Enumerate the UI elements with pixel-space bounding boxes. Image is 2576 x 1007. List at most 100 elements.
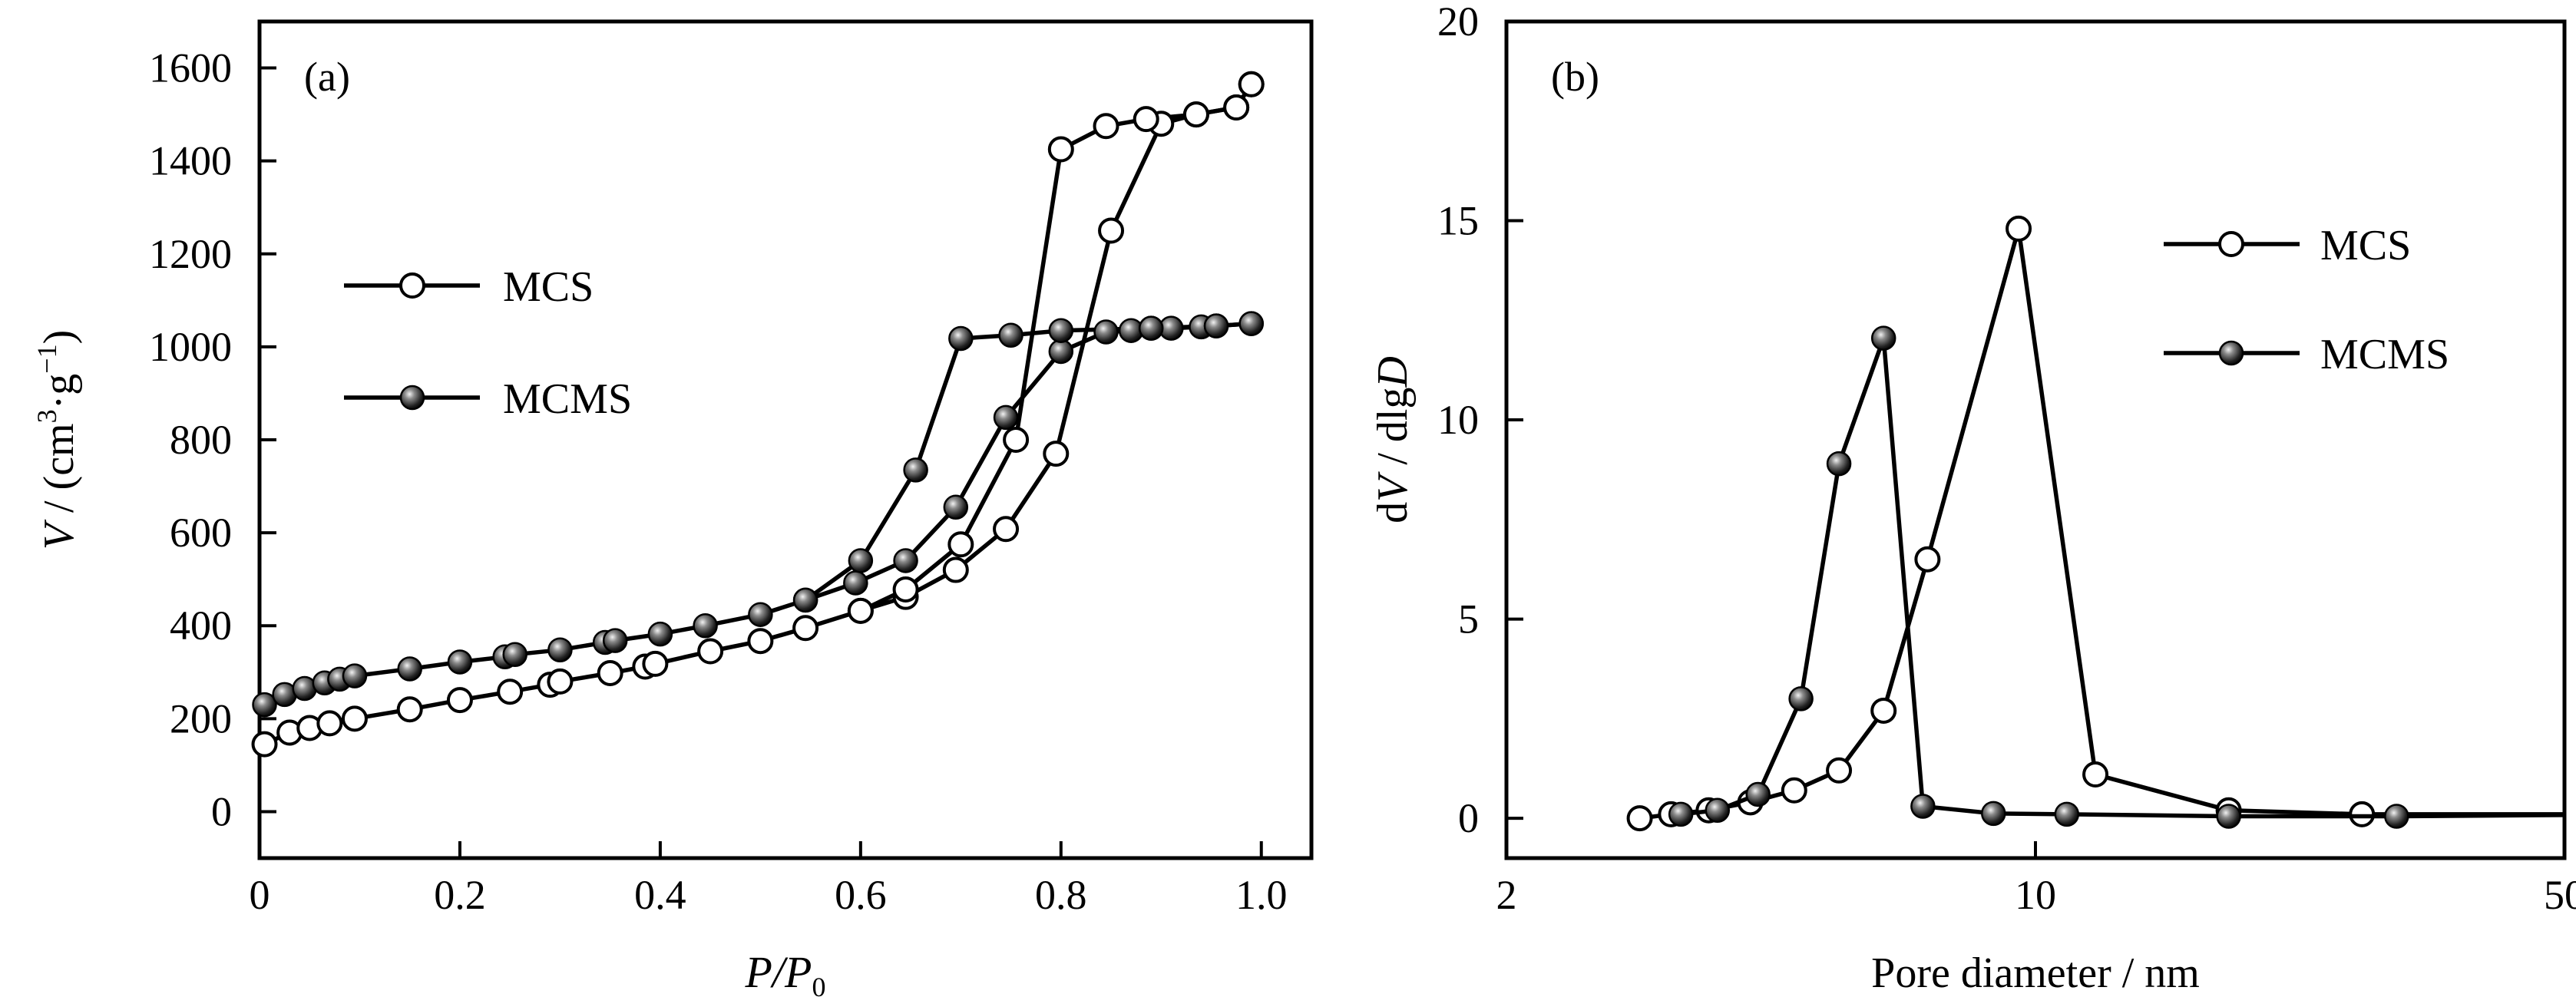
data-point [602, 628, 628, 653]
plot-frame-b [1504, 19, 2567, 860]
data-point [948, 325, 974, 352]
legend-label: MCS [503, 263, 594, 311]
x-tick-label-a: 0.6 [835, 872, 887, 918]
data-point [647, 621, 673, 647]
data-point [1098, 217, 1125, 244]
series-a-mcms [252, 311, 1264, 718]
data-point [497, 678, 524, 705]
data-point [1870, 325, 1896, 351]
data-point [1133, 106, 1159, 133]
data-point [1826, 451, 1852, 477]
data-point [1981, 801, 2006, 827]
distribution-line [1639, 226, 2564, 820]
legend-label: MCMS [2320, 331, 2449, 378]
legend-item-a: MCMS [344, 375, 632, 423]
data-point [903, 457, 928, 483]
panel-label-a: (a) [304, 54, 350, 100]
data-point [693, 612, 718, 639]
legend-item-a: MCS [344, 263, 594, 311]
x-tick-label-b: 10 [2015, 872, 2056, 918]
data-point [1626, 805, 1653, 832]
data-point [1138, 315, 1164, 341]
data-point [1182, 101, 1209, 128]
legend-marker [399, 272, 425, 299]
legend-item-b: MCMS [2164, 331, 2449, 378]
x-axis-label-b: Pore diameter / nm [1871, 949, 2200, 997]
data-point [1781, 777, 1807, 804]
data-point [251, 731, 278, 758]
data-point [1788, 686, 1814, 712]
data-point [1745, 781, 1771, 807]
data-point [2384, 804, 2409, 829]
data-point [1093, 113, 1119, 140]
data-point [1047, 136, 1074, 163]
x-tick-label-a: 0.4 [634, 872, 686, 918]
desorption-line [859, 83, 1254, 613]
series-b-mcs [1626, 215, 2564, 832]
data-point [1093, 319, 1119, 345]
data-point [792, 615, 819, 642]
data-point [792, 587, 818, 613]
data-point [748, 602, 773, 627]
y-tick-label-b: 15 [1437, 198, 1479, 244]
data-point [2006, 215, 2032, 242]
x-tick-label-a: 0 [250, 872, 270, 918]
chart-panel-b: 2 10 50 0 5 10 15 20 (b) Pore diameter / nm dV / d… [1369, 0, 2576, 997]
legend-marker [399, 385, 425, 411]
y-tick-label-a: 800 [170, 417, 232, 463]
y-tick-label-a: 200 [170, 695, 232, 741]
data-point [847, 597, 874, 624]
data-point [1043, 441, 1070, 467]
data-point [341, 705, 368, 732]
y-tick-label-b: 0 [1458, 795, 1479, 841]
data-point [396, 696, 423, 723]
data-point [642, 650, 669, 677]
legend-marker [2218, 231, 2244, 257]
distribution-line [1680, 335, 2565, 819]
data-point [1705, 797, 1731, 823]
data-point [1668, 801, 1694, 827]
data-point [342, 663, 368, 688]
x-tick-label-b: 2 [1496, 872, 1517, 918]
panel-label-b: (b) [1551, 54, 1599, 100]
y-axis-label-a: V / (cm3·g−1) [31, 330, 83, 550]
data-point [1238, 71, 1265, 97]
data-point [1238, 311, 1264, 336]
y-tick-label-a: 1600 [149, 45, 232, 91]
data-point [848, 548, 874, 573]
data-point [1910, 794, 1936, 819]
y-tick-label-a: 1400 [149, 138, 232, 184]
data-point [942, 556, 969, 583]
data-point [2054, 801, 2080, 827]
data-point [597, 659, 623, 686]
legend-label: MCMS [503, 375, 632, 423]
y-tick-label-a: 400 [170, 603, 232, 649]
legend-b: MCS MCMS [2164, 222, 2449, 378]
data-point [947, 531, 974, 558]
series-a-mcs [251, 71, 1265, 758]
data-point [316, 710, 343, 737]
data-point [547, 668, 574, 695]
data-point [747, 628, 774, 655]
plot-frame-a [257, 19, 1314, 860]
data-point [2216, 804, 2241, 829]
data-point [446, 687, 473, 714]
data-point [697, 638, 724, 665]
data-point [892, 576, 919, 603]
legend-marker [2218, 340, 2244, 366]
data-point [1048, 338, 1074, 365]
chart-panel-a: 0 0.2 0.4 0.6 0.8 1.0 0 200 400 600 800 1000 1200 140… [31, 19, 1314, 1002]
y-tick-label-b: 10 [1437, 397, 1479, 443]
y-tick-label-b: 20 [1437, 0, 1479, 45]
data-point [893, 548, 918, 573]
data-point [998, 322, 1023, 348]
x-tick-label-a: 0.8 [1035, 872, 1087, 918]
data-point [1048, 318, 1074, 343]
y-tick-label-a: 1200 [149, 231, 232, 277]
y-tick-label-b: 5 [1458, 596, 1479, 642]
data-point [502, 642, 527, 668]
y-tick-label-a: 1000 [149, 324, 232, 370]
data-point [547, 637, 573, 662]
data-point [1826, 757, 1853, 784]
x-axis-label-a: P/P0 [745, 947, 826, 1002]
